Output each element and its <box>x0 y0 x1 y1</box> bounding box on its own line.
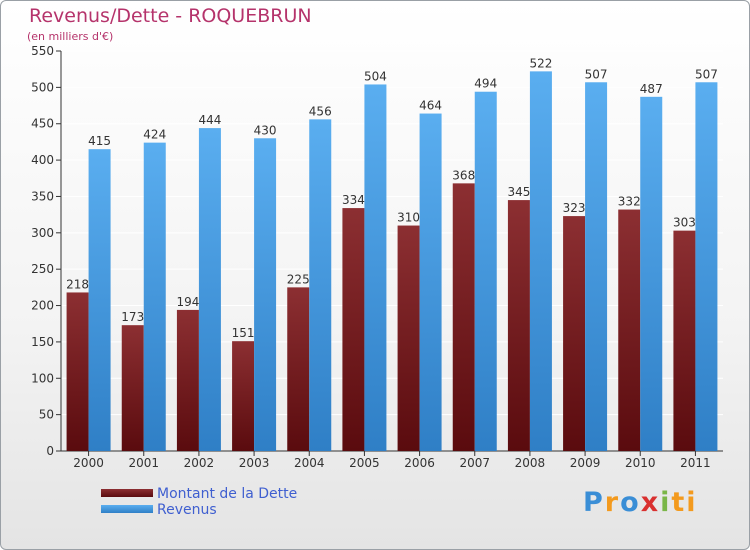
axes: 0 50 100 150 200 250 300 350 400 450 500 550 2000 200… <box>31 44 723 470</box>
x-tick-label: 2011 <box>680 456 711 470</box>
bar-dette <box>232 341 255 451</box>
legend-label-revenus: Revenus <box>157 502 217 518</box>
bar-revenus <box>640 96 663 452</box>
x-tick-label: 2009 <box>570 456 601 470</box>
bar-revenus <box>474 91 497 452</box>
data-label: 173 <box>121 310 144 324</box>
bar-revenus <box>254 138 277 452</box>
x-tick-label: 2004 <box>294 456 325 470</box>
proxiti-logo: Proxiti <box>583 487 698 518</box>
legend-swatch-revenus <box>101 505 153 513</box>
bar-revenus <box>529 71 552 451</box>
data-label: 456 <box>309 104 332 118</box>
data-label: 332 <box>618 195 641 209</box>
x-tick-label: 2003 <box>239 456 270 470</box>
bar-dette <box>287 287 310 451</box>
y-tick-label: 500 <box>31 80 54 94</box>
bar-revenus <box>419 113 442 451</box>
x-tick-label: 2005 <box>349 456 380 470</box>
data-label: 323 <box>563 201 586 215</box>
y-tick-label: 200 <box>31 299 54 313</box>
x-tick-label: 2000 <box>73 456 104 470</box>
bar-dette <box>673 230 696 451</box>
y-tick-label: 50 <box>39 408 54 422</box>
data-label: 522 <box>529 56 552 70</box>
bar-revenus <box>143 142 166 452</box>
chart-subtitle: (en milliers d'€) <box>27 30 114 43</box>
data-label: 430 <box>254 123 277 137</box>
y-tick-label: 400 <box>31 153 54 167</box>
data-label: 444 <box>198 113 221 127</box>
data-label: 218 <box>66 277 89 291</box>
data-labels: 218 415 173 424 194 444 151 430 225 456 334 504 310 4… <box>66 56 718 340</box>
legend-label-dette: Montant de la Dette <box>157 486 298 502</box>
chart-title: Revenus/Dette - ROQUEBRUN <box>29 5 312 27</box>
bar-dette <box>563 216 586 451</box>
y-tick-label: 250 <box>31 262 54 276</box>
legend-swatch-dette <box>101 489 153 497</box>
bar-dette <box>452 183 475 451</box>
bar-dette <box>66 292 89 451</box>
grid-lines <box>61 50 723 416</box>
x-tick-label: 2002 <box>184 456 215 470</box>
bar-dette <box>397 225 420 451</box>
y-tick-label: 450 <box>31 117 54 131</box>
bar-dette <box>121 325 144 451</box>
data-label: 494 <box>474 77 497 91</box>
bar-dette <box>176 309 199 451</box>
y-tick-label: 300 <box>31 226 54 240</box>
data-label: 151 <box>232 326 255 340</box>
bar-revenus <box>695 82 718 451</box>
data-label: 504 <box>364 69 387 83</box>
x-tick-label: 2001 <box>128 456 159 470</box>
bar-revenus <box>585 82 608 451</box>
data-label: 464 <box>419 99 442 113</box>
y-tick-label: 350 <box>31 189 54 203</box>
bar-revenus <box>364 84 387 452</box>
y-tick-label: 100 <box>31 371 54 385</box>
data-label: 507 <box>585 67 608 81</box>
data-label: 424 <box>143 128 166 142</box>
data-label: 310 <box>397 211 420 225</box>
x-tick-label: 2006 <box>404 456 435 470</box>
bar-revenus <box>309 119 332 451</box>
data-label: 487 <box>640 82 663 96</box>
data-label: 415 <box>88 134 111 148</box>
y-tick-label: 550 <box>31 44 54 58</box>
bars <box>66 71 718 452</box>
y-tick-label: 0 <box>46 444 54 458</box>
bar-revenus <box>198 128 221 451</box>
x-tick-label: 2007 <box>459 456 490 470</box>
data-label: 334 <box>342 193 365 207</box>
bar-revenus <box>88 149 111 451</box>
data-label: 507 <box>695 67 718 81</box>
y-tick-label: 150 <box>31 335 54 349</box>
bar-dette <box>618 209 641 451</box>
data-label: 345 <box>507 185 530 199</box>
data-label: 303 <box>673 216 696 230</box>
data-label: 225 <box>287 272 310 286</box>
bar-dette <box>342 208 365 451</box>
bar-dette <box>507 200 530 451</box>
data-label: 368 <box>452 168 475 182</box>
x-tick-label: 2010 <box>625 456 656 470</box>
data-label: 194 <box>176 295 199 309</box>
x-tick-label: 2008 <box>515 456 546 470</box>
